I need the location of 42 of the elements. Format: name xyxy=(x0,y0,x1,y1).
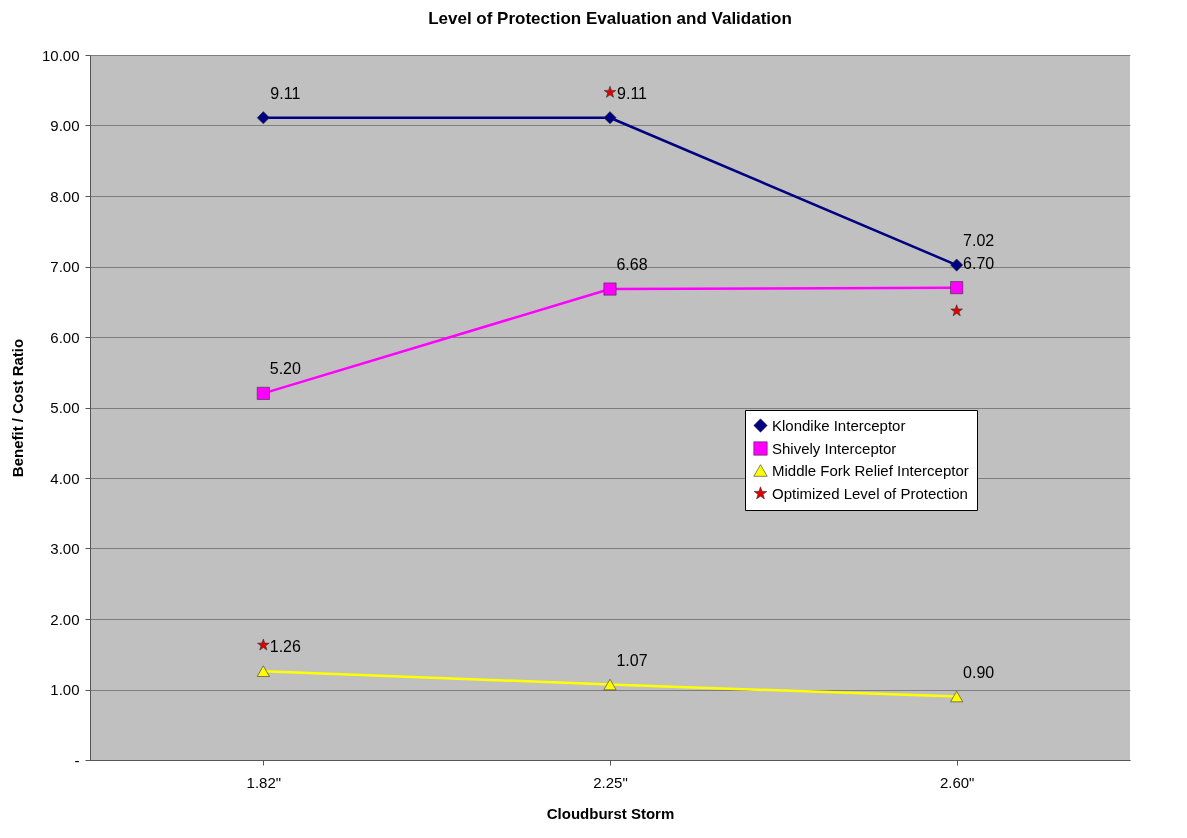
y-tick-label: 8.00 xyxy=(50,187,80,205)
data-label: 6.68 xyxy=(616,256,648,274)
point xyxy=(950,258,964,272)
y-tick-label: 7.00 xyxy=(50,258,80,275)
point xyxy=(256,111,270,125)
y-tick-label: 3.00 xyxy=(50,540,80,557)
x-axis-title: Cloudburst Storm xyxy=(546,804,675,822)
y-tick-label: 10.00 xyxy=(41,46,80,64)
data-label: 9.11 xyxy=(270,84,301,102)
data-label: 6.70 xyxy=(963,254,995,272)
point xyxy=(603,678,617,691)
y-tick-label: 6.00 xyxy=(50,328,80,346)
point xyxy=(950,281,964,295)
point xyxy=(603,111,617,125)
y-tick-label: 2.00 xyxy=(50,610,80,628)
data-label: 1.07 xyxy=(616,651,648,669)
chart-title: Level of Protection Evaluation and Validation xyxy=(428,9,792,28)
data-label: 1.26 xyxy=(269,638,302,656)
data-label: 7.02 xyxy=(963,232,995,250)
y-tick-label: - xyxy=(74,751,80,769)
point xyxy=(603,85,617,98)
data-label: 0.90 xyxy=(963,663,995,681)
legend-label: Middle Fork Relief Interceptor xyxy=(772,461,969,479)
x-tick-label: 1.82" xyxy=(246,773,282,791)
data-label: 5.20 xyxy=(269,360,302,378)
point xyxy=(256,386,270,400)
point xyxy=(256,665,270,677)
x-tick-label: 2.25" xyxy=(593,773,628,791)
y-tick-label: 9.00 xyxy=(50,117,80,134)
x-tick-label: 2.60" xyxy=(939,773,975,791)
y-tick-label: 1.00 xyxy=(50,681,80,698)
legend-label: Shively Interceptor xyxy=(772,439,897,457)
point xyxy=(950,690,964,703)
y-tick-label: 4.00 xyxy=(50,469,80,487)
legend-label: Klondike Interceptor xyxy=(772,416,906,434)
point xyxy=(950,304,963,317)
legend-label: Optimized Level of Protection xyxy=(772,484,968,502)
y-tick-label: 5.00 xyxy=(50,399,80,416)
y-axis-title: Benefit / Cost Ratio xyxy=(8,338,26,478)
data-label: 9.11 xyxy=(617,84,648,102)
point xyxy=(603,282,617,296)
point xyxy=(257,638,270,651)
